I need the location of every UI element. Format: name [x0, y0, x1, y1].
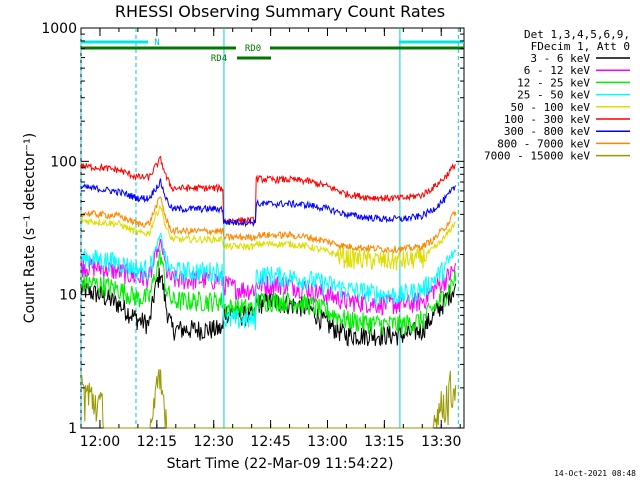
legend-label: 3 - 6 keV [530, 52, 590, 65]
series-line [80, 178, 457, 228]
series-line [80, 238, 457, 316]
legend-label: 25 - 50 keV [517, 89, 590, 102]
legend-label: 300 - 800 keV [504, 125, 590, 138]
y-axis: 1 10 100 1000 Count Rate (s⁻¹ detector⁻¹) [22, 21, 464, 437]
x-tick-label: 12:00 [80, 434, 120, 450]
plot-area: N RD0 RD4 [80, 27, 465, 429]
legend-header-line-2: FDecim 1, Att 0 [531, 40, 630, 53]
series-line [80, 204, 456, 271]
y-tick-label: 1 [68, 421, 77, 437]
y-tick-label: 100 [50, 154, 77, 170]
legend-label: 12 - 25 keV [517, 76, 590, 89]
legend-label: 100 - 300 keV [504, 113, 590, 126]
legend-label: 6 - 12 keV [524, 64, 591, 77]
x-tick-label: 13:30 [421, 434, 461, 450]
legend-label: 7000 - 15000 keV [484, 150, 590, 163]
legend-header-line-1: Det 1,3,4,5,6,9, [524, 28, 630, 41]
series-line [80, 369, 457, 429]
x-tick-label: 13:00 [307, 434, 347, 450]
y-tick-label: 1000 [41, 21, 77, 37]
y-ticks: 1 10 100 1000 [41, 21, 464, 437]
y-axis-label: Count Rate (s⁻¹ detector⁻¹) [22, 133, 38, 323]
series-line [80, 267, 457, 347]
rd4-label: RD4 [211, 54, 227, 64]
x-axis: 12:00 12:15 12:30 12:45 13:00 13:15 13:30 Star… [80, 28, 461, 472]
x-tick-label: 12:15 [137, 434, 177, 450]
x-tick-label: 13:15 [364, 434, 404, 450]
time-markers [80, 28, 459, 428]
footer-timestamp: 14-Oct-2021 08:48 [554, 469, 636, 478]
legend-label: 800 - 7000 keV [497, 137, 590, 150]
series-line [80, 232, 457, 331]
x-axis-label: Start Time (22-Mar-09 11:54:22) [167, 456, 394, 472]
x-ticks: 12:00 12:15 12:30 12:45 13:00 13:15 13:30 [80, 28, 461, 450]
series-line [80, 249, 457, 336]
y-tick-label: 10 [59, 288, 77, 304]
legend: Det 1,3,4,5,6,9, FDecim 1, Att 0 3 - 6 k… [484, 28, 630, 163]
rd0-label: RD0 [245, 44, 261, 54]
legend-label: 50 - 100 keV [511, 101, 591, 114]
series-line [80, 196, 457, 254]
series-line [80, 155, 456, 226]
night-label: N [154, 38, 159, 48]
x-tick-label: 12:30 [194, 434, 234, 450]
series-lines [80, 155, 457, 429]
x-tick-label: 12:45 [250, 434, 290, 450]
status-bars: N RD0 RD4 [81, 38, 464, 64]
chart-title: RHESSI Observing Summary Count Rates [115, 2, 445, 21]
